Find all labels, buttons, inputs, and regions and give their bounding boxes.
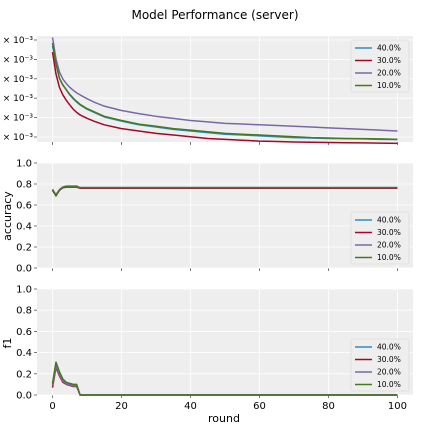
legend-label: 10.0% [377,253,401,262]
legend-label: 30.0% [377,56,401,65]
legend-box [350,211,410,265]
series-line [51,42,398,141]
y-tick-label: 0.2 [16,369,32,380]
legend-label: 10.0% [377,81,401,90]
plot-area [37,36,413,142]
legend-label: 40.0% [377,44,401,53]
y-tick-label: × 10⁻³ [3,133,34,143]
y-tick-label: 0.4 [16,348,32,359]
y-tick-label: 0.0 [16,264,32,275]
y-tick-label: 0.2 [16,243,32,254]
accuracy-axis-label: accuracy [1,191,14,241]
plot-area [37,289,413,395]
accuracy-panel: 0.0 0.2 0.4 0.6 0.8 1.0 40.0% 30.0% 20.0% 10.0% [16,159,413,275]
f1-axis-label: f1 [1,338,14,349]
series-line [51,52,398,145]
legend-label: 30.0% [377,228,401,237]
y-tick-label: × 10⁻³ [3,55,34,65]
x-tick-label: 20 [115,401,128,412]
x-axis-label: round [208,412,240,425]
legend-label: 20.0% [377,69,401,78]
plot-area [37,163,413,268]
legend-label: 20.0% [377,241,401,250]
legend-label: 40.0% [377,216,401,225]
y-tick-label: × 10⁻³ [3,94,34,104]
legend-label: 40.0% [377,343,401,352]
legend-label: 30.0% [377,355,401,364]
x-tick-label: 100 [388,401,407,412]
x-tick-label: 80 [322,401,335,412]
y-tick-label: 0.8 [16,180,32,191]
y-tick-label: 0.6 [16,201,32,212]
series-line [51,361,398,396]
series-line [51,185,398,197]
y-tick-label: × 10⁻³ [3,114,34,124]
f1-panel: 0.0 0.2 0.4 0.6 0.8 1.0 0 20 40 60 80 100 40.0% 30.0%… [16,285,413,412]
loss-panel: × 10⁻³ × 10⁻³ × 10⁻³ × 10⁻³ × 10⁻³ × 10⁻³ 40.0… [3,36,413,145]
x-tick-label: 40 [184,401,197,412]
x-tick-label: 0 [49,401,55,412]
chart-title: Model Performance (server) [131,8,298,22]
y-tick-label: 1.0 [16,159,32,170]
series-line [51,37,398,132]
legend-label: 10.0% [377,380,401,389]
y-tick-label: 0.4 [16,222,32,233]
y-tick-label: 0.8 [16,306,32,317]
y-tick-label: 0.6 [16,327,32,338]
y-tick-label: 0.0 [16,391,32,402]
legend-box [350,338,410,392]
y-tick-label: × 10⁻³ [3,36,34,46]
legend-box [350,39,410,93]
y-tick-label: × 10⁻³ [3,75,34,85]
x-tick-label: 60 [253,401,266,412]
y-tick-label: 1.0 [16,285,32,296]
legend-label: 20.0% [377,368,401,377]
